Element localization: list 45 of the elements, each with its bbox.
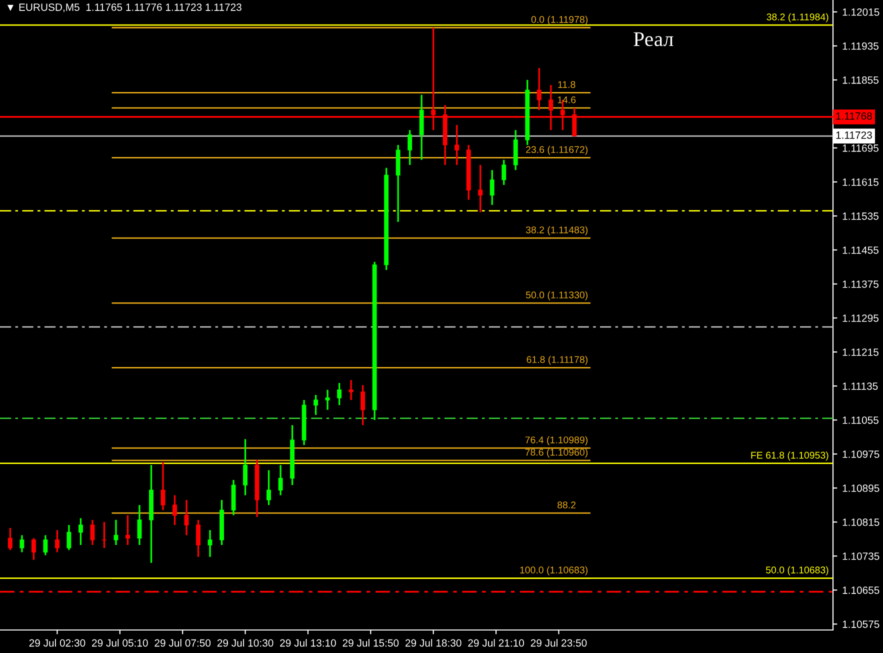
ref-line-label: 38.2 (1.11984): [766, 13, 828, 22]
y-tick-label: 1.11695: [842, 144, 878, 152]
x-tick-label: 29 Jul 02:30: [29, 639, 86, 647]
x-tick-label: 29 Jul 23:50: [530, 639, 587, 647]
x-tick-label: 29 Jul 18:30: [405, 639, 462, 647]
y-tick-label: 1.11135: [842, 382, 878, 390]
x-tick-label: 29 Jul 21:10: [468, 639, 524, 647]
ref-line-label: 0.0 (1.11978): [531, 16, 588, 25]
y-tick-label: 1.10895: [842, 484, 880, 492]
ref-line-label: 76.4 (1.10989): [525, 436, 588, 446]
ref-line-label: FE 61.8 (1.10953): [751, 452, 828, 461]
y-tick-label: 1.10735: [842, 552, 880, 560]
annotation: 14.6: [558, 96, 576, 104]
x-tick-label: 29 Jul 05:10: [92, 639, 148, 647]
y-tick-label: 1.10575: [842, 620, 880, 628]
y-tick-label: 1.11055: [842, 416, 878, 424]
y-tick-label: 1.10815: [842, 518, 880, 526]
annotation: 88.2: [558, 502, 576, 508]
y-tick-label: 1.11375: [842, 280, 878, 288]
chart-title: ▼ EURUSD,M5 1.11765 1.11776 1.11723 1.11723: [7, 4, 242, 12]
y-tick-label: 1.11215: [842, 348, 878, 356]
y-tick-label: 1.11935: [842, 42, 878, 50]
ref-line-label: 50.0 (1.11330): [526, 291, 588, 300]
y-tick-label: 1.12015: [842, 8, 880, 16]
annotation: 11.8: [558, 81, 576, 88]
y-tick-label: 1.11535: [842, 212, 878, 220]
x-tick-label: 29 Jul 07:50: [154, 639, 211, 647]
ref-line-label: 23.6 (1.11672): [526, 146, 588, 155]
ref-line-label: 61.8 (1.11178): [526, 356, 588, 365]
y-tick-label: 1.11295: [842, 314, 878, 322]
ref-line-label: 100.0 (1.10683): [520, 566, 588, 576]
annotation: Реал: [634, 32, 674, 46]
ref-line-label: 38.2 (1.11483): [526, 226, 588, 236]
y-tick-label: 1.11855: [842, 76, 878, 84]
ref-line-label: 1.11768: [836, 112, 872, 120]
x-tick-label: 29 Jul 10:30: [217, 639, 274, 647]
x-tick-label: 29 Jul 13:10: [280, 639, 336, 647]
y-tick-label: 1.11455: [842, 246, 878, 254]
y-tick-label: 1.10655: [842, 586, 880, 594]
ref-line-label: 1.11723: [836, 131, 872, 139]
ref-line-label: 50.0 (1.10683): [766, 566, 828, 576]
ref-line-label: 78.6 (1.10960): [525, 448, 588, 458]
x-tick-label: 29 Jul 15:50: [342, 639, 399, 647]
y-tick-label: 1.10975: [842, 450, 880, 458]
y-tick-label: 1.11615: [842, 178, 878, 186]
